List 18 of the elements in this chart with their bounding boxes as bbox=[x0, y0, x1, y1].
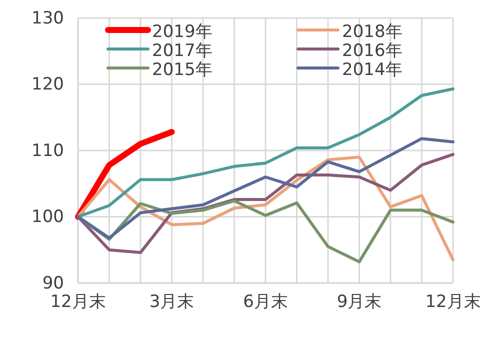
x-tick-label: 9月末 bbox=[336, 292, 382, 312]
x-tick-label: 12月末 bbox=[50, 292, 106, 312]
legend-label: 2014年 bbox=[342, 60, 402, 80]
y-tick-label: 100 bbox=[32, 207, 64, 228]
y-tick-label: 90 bbox=[42, 273, 64, 294]
legend-label: 2018年 bbox=[342, 22, 402, 42]
legend-label: 2019年 bbox=[152, 22, 212, 42]
legend-label: 2016年 bbox=[342, 41, 402, 61]
line-series bbox=[76, 87, 454, 218]
legend-label: 2017年 bbox=[152, 41, 212, 61]
x-tick-label: 3月末 bbox=[149, 292, 194, 312]
y-tick-label: 130 bbox=[32, 8, 64, 28]
x-tick-label: 6月末 bbox=[243, 292, 288, 312]
y-tick-label: 120 bbox=[32, 74, 64, 95]
line-series bbox=[76, 137, 454, 240]
x-tick-label: 12月末 bbox=[425, 292, 481, 312]
legend-label: 2015年 bbox=[152, 60, 212, 80]
y-tick-label: 110 bbox=[32, 140, 64, 161]
